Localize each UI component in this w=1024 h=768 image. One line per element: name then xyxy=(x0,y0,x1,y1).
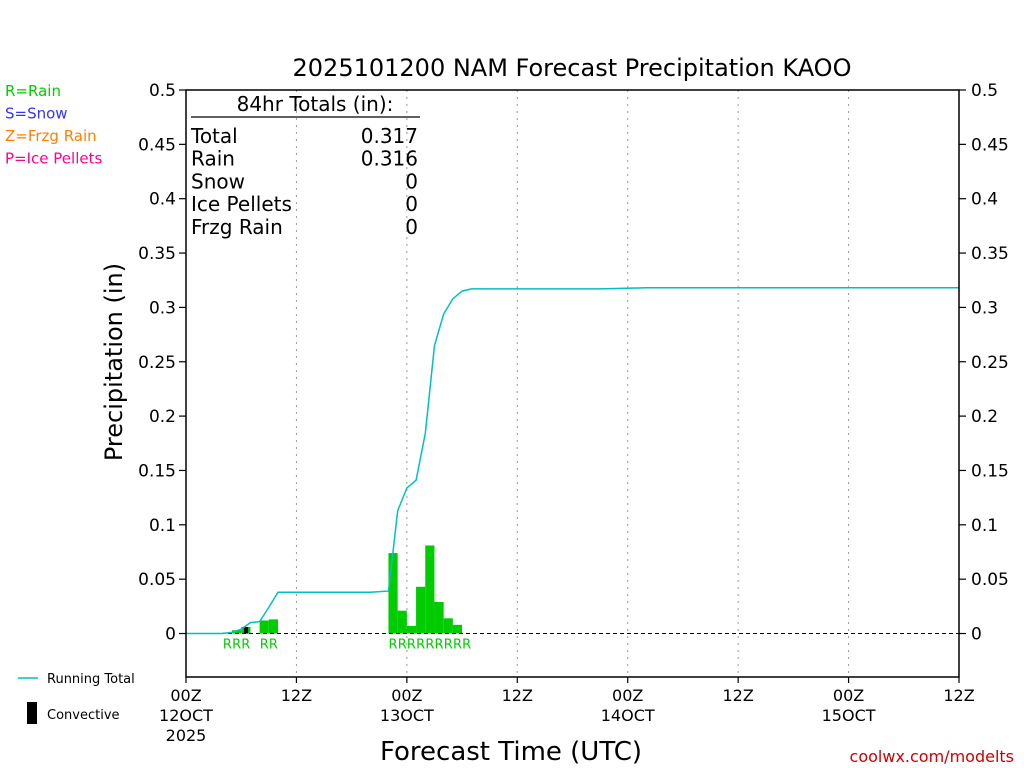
x-tick-label: 12Z xyxy=(722,686,753,705)
ptype-marker: R xyxy=(462,638,471,653)
totals-box: 84hr Totals (in): Total 0.317 Rain 0.316 Snow… xyxy=(190,92,420,239)
ptype-legend: R=Rain S=Snow Z=Frzg Rain P=Ice Pellets xyxy=(5,82,102,168)
series-legend: Running Total Convective xyxy=(18,672,135,724)
precip-bar xyxy=(388,553,398,634)
y-tick-label: 0 xyxy=(971,625,982,645)
y-tick-label: 0.3 xyxy=(971,298,998,318)
y-tick-label: 0.4 xyxy=(971,190,998,210)
x-tick-label: 15OCT xyxy=(822,706,876,725)
x-tick-label: 12Z xyxy=(943,686,974,705)
y-tick-label: 0.2 xyxy=(149,407,176,427)
y-axis-left: 0 0.05 0.1 0.15 0.2 0.25 0.3 0.35 0.4 0.45 0.5 xyxy=(138,81,186,645)
x-tick-label: 12OCT xyxy=(159,706,213,725)
y-tick-label: 0.2 xyxy=(971,407,998,427)
totals-row-label: Ice Pellets xyxy=(191,192,292,216)
ptype-legend-item: Z=Frzg Rain xyxy=(5,127,97,145)
y-tick-label: 0.05 xyxy=(971,570,1009,590)
ptype-marker: R xyxy=(269,638,278,653)
y-tick-label: 0.15 xyxy=(138,461,176,481)
credit-text: coolwx.com/modelts xyxy=(850,747,1014,766)
ptype-marker: R xyxy=(232,638,241,653)
precip-bar xyxy=(452,624,463,634)
totals-row-value: 0 xyxy=(405,169,418,193)
y-tick-label: 0.4 xyxy=(149,190,176,210)
y-axis-right: 0 0.05 0.1 0.15 0.2 0.25 0.3 0.35 0.4 0.45 0.5 xyxy=(959,81,1009,645)
x-tick-label: 00Z xyxy=(391,686,422,705)
precip-bar xyxy=(425,545,435,634)
x-tick-label: 00Z xyxy=(170,686,201,705)
bar-series xyxy=(222,545,463,634)
ptype-marker: R xyxy=(425,638,434,653)
precip-bar xyxy=(259,620,269,634)
y-tick-label: 0.35 xyxy=(971,244,1009,264)
ptype-marker: R xyxy=(435,638,444,653)
legend-label: Convective xyxy=(47,708,120,723)
precip-bar xyxy=(443,618,453,634)
ptype-marker: R xyxy=(407,638,416,653)
totals-row-value: 0 xyxy=(405,192,418,216)
running-total-line xyxy=(186,287,959,635)
y-tick-label: 0.5 xyxy=(149,81,176,101)
ptype-marker: R xyxy=(453,638,462,653)
y-tick-label: 0.05 xyxy=(138,570,176,590)
totals-heading: 84hr Totals (in): xyxy=(237,92,394,116)
totals-row-label: Frzg Rain xyxy=(191,215,283,239)
x-tick-label: 12Z xyxy=(281,686,312,705)
plot-frame xyxy=(185,89,960,678)
totals-row-label: Snow xyxy=(191,169,245,193)
ptype-marker: R xyxy=(398,638,407,653)
x-tick-label: 12Z xyxy=(502,686,533,705)
y-tick-label: 0.3 xyxy=(149,298,176,318)
y-tick-label: 0.1 xyxy=(149,516,176,536)
precip-bar xyxy=(416,586,426,634)
ptype-legend-item: P=Ice Pellets xyxy=(5,150,102,168)
ptype-marker: R xyxy=(260,638,269,653)
totals-row-value: 0 xyxy=(405,215,418,239)
precip-bar xyxy=(406,625,417,634)
legend-label: Running Total xyxy=(47,672,135,687)
ptype-legend-item: R=Rain xyxy=(5,82,61,100)
grid-lines xyxy=(295,90,850,677)
precip-bar xyxy=(268,619,279,634)
x-tick-label: 00Z xyxy=(612,686,643,705)
y-tick-label: 0.45 xyxy=(971,135,1009,155)
ptype-marker: R xyxy=(241,638,250,653)
ptype-legend-item: S=Snow xyxy=(5,105,68,123)
ptype-marker: R xyxy=(416,638,425,653)
totals-row-value: 0.316 xyxy=(361,147,418,171)
y-tick-label: 0 xyxy=(165,625,176,645)
y-tick-label: 0.25 xyxy=(138,353,176,373)
x-axis-label: Forecast Time (UTC) xyxy=(380,737,642,767)
y-tick-label: 0.25 xyxy=(971,353,1009,373)
y-axis-label: Precipitation (in) xyxy=(100,263,128,461)
ptype-marker: R xyxy=(444,638,453,653)
x-tick-label: 2025 xyxy=(166,726,207,745)
totals-row-label: Rain xyxy=(191,147,235,171)
x-tick-label: 14OCT xyxy=(601,706,655,725)
legend-bar-swatch xyxy=(27,702,37,724)
y-tick-label: 0.5 xyxy=(971,81,998,101)
y-tick-label: 0.45 xyxy=(138,135,176,155)
y-tick-label: 0.15 xyxy=(971,461,1009,481)
precip-bar xyxy=(434,601,444,634)
ptype-marker: R xyxy=(389,638,398,653)
precip-bar xyxy=(397,610,407,634)
convective-bar xyxy=(243,626,249,634)
x-tick-label: 00Z xyxy=(833,686,864,705)
chart-title: 2025101200 NAM Forecast Precipitation KA… xyxy=(293,54,852,82)
totals-row-label: Total xyxy=(190,124,238,148)
y-tick-label: 0.1 xyxy=(971,516,998,536)
totals-row-value: 0.317 xyxy=(361,124,418,148)
precip-bar xyxy=(232,630,242,634)
ptype-marker: R xyxy=(223,638,232,653)
y-tick-label: 0.35 xyxy=(138,244,176,264)
x-tick-label: 13OCT xyxy=(380,706,434,725)
